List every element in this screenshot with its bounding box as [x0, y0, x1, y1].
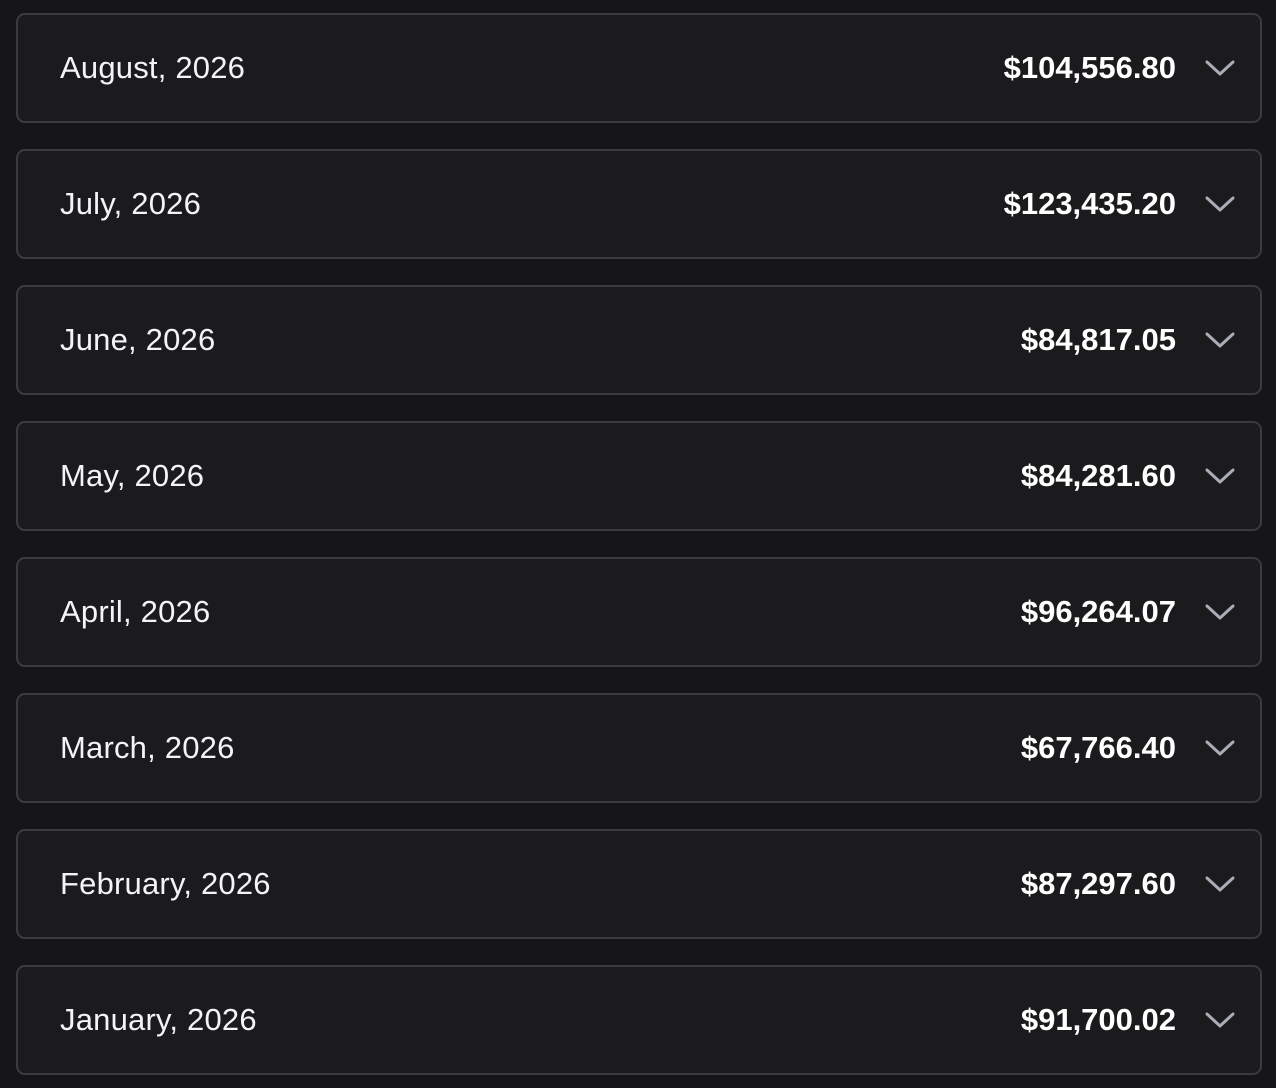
chevron-down-icon[interactable]: [1202, 50, 1238, 86]
month-label: August, 2026: [60, 50, 246, 85]
chevron-down-icon[interactable]: [1202, 594, 1238, 630]
month-total-amount: $84,281.60: [1020, 458, 1176, 493]
month-label: March, 2026: [60, 730, 235, 765]
month-row-june-2026[interactable]: June, 2026 $84,817.05: [16, 285, 1262, 395]
month-row-august-2026[interactable]: August, 2026 $104,556.80: [16, 13, 1262, 123]
month-row-february-2026[interactable]: February, 2026 $87,297.60: [16, 829, 1262, 939]
month-label: June, 2026: [60, 322, 216, 357]
month-label: April, 2026: [60, 594, 211, 629]
chevron-down-icon[interactable]: [1202, 866, 1238, 902]
monthly-totals-list: August, 2026 $104,556.80 July, 2026 $123…: [16, 13, 1262, 1075]
month-total-amount: $91,700.02: [1020, 1002, 1176, 1037]
month-total-amount: $84,817.05: [1020, 322, 1176, 357]
month-row-january-2026[interactable]: January, 2026 $91,700.02: [16, 965, 1262, 1075]
chevron-down-icon[interactable]: [1202, 186, 1238, 222]
month-label: February, 2026: [60, 866, 271, 901]
month-label: July, 2026: [60, 186, 202, 221]
month-row-july-2026[interactable]: July, 2026 $123,435.20: [16, 149, 1262, 259]
chevron-down-icon[interactable]: [1202, 730, 1238, 766]
month-row-april-2026[interactable]: April, 2026 $96,264.07: [16, 557, 1262, 667]
month-total-amount: $104,556.80: [1003, 50, 1176, 85]
month-row-may-2026[interactable]: May, 2026 $84,281.60: [16, 421, 1262, 531]
month-label: May, 2026: [60, 458, 205, 493]
month-label: January, 2026: [60, 1002, 257, 1037]
month-total-amount: $123,435.20: [1003, 186, 1176, 221]
chevron-down-icon[interactable]: [1202, 458, 1238, 494]
month-total-amount: $67,766.40: [1020, 730, 1176, 765]
month-total-amount: $96,264.07: [1020, 594, 1176, 629]
chevron-down-icon[interactable]: [1202, 322, 1238, 358]
month-total-amount: $87,297.60: [1020, 866, 1176, 901]
month-row-march-2026[interactable]: March, 2026 $67,766.40: [16, 693, 1262, 803]
chevron-down-icon[interactable]: [1202, 1002, 1238, 1038]
